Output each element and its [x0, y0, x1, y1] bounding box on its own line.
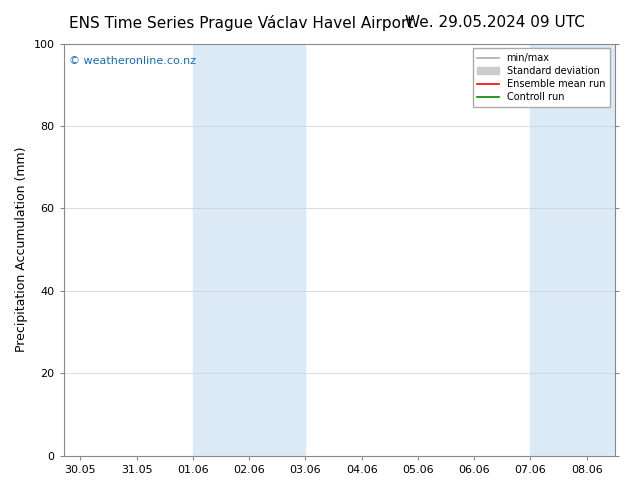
Bar — [531, 44, 634, 456]
Text: ENS Time Series Prague Václav Havel Airport: ENS Time Series Prague Václav Havel Airp… — [68, 15, 413, 31]
Text: We. 29.05.2024 09 UTC: We. 29.05.2024 09 UTC — [404, 15, 585, 30]
Text: © weatheronline.co.nz: © weatheronline.co.nz — [69, 56, 196, 66]
Bar — [193, 44, 306, 456]
Legend: min/max, Standard deviation, Ensemble mean run, Controll run: min/max, Standard deviation, Ensemble me… — [472, 49, 610, 107]
Y-axis label: Precipitation Accumulation (mm): Precipitation Accumulation (mm) — [15, 147, 28, 352]
